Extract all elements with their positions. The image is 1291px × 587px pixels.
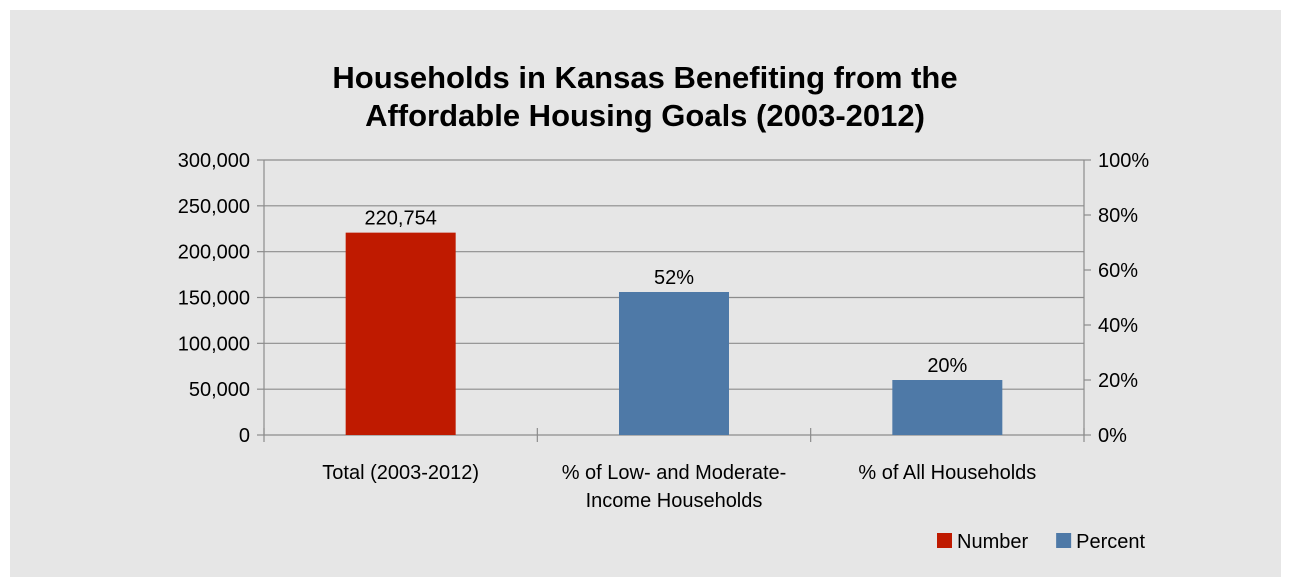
right-tick-label: 80% (1098, 205, 1138, 227)
legend-label: Percent (1076, 531, 1145, 553)
legend-label: Number (957, 531, 1028, 553)
bar-percent (619, 292, 729, 435)
left-tick-label: 250,000 (178, 196, 250, 218)
left-tick-label: 150,000 (178, 288, 250, 310)
left-tick-label: 50,000 (189, 379, 250, 401)
data-label: 52% (654, 267, 694, 289)
chart-title-line: Households in Kansas Benefiting from the (332, 60, 957, 95)
right-tick-label: 40% (1098, 315, 1138, 337)
x-category-label: % of All Households (858, 462, 1036, 484)
chart-title-line: Affordable Housing Goals (2003-2012) (365, 98, 925, 133)
x-category-label: Income Households (586, 490, 763, 512)
left-tick-label: 200,000 (178, 242, 250, 264)
right-tick-label: 100% (1098, 150, 1149, 172)
bar-chart: Households in Kansas Benefiting from the… (178, 60, 1150, 553)
left-tick-label: 100,000 (178, 333, 250, 355)
legend-swatch (1056, 533, 1072, 548)
right-tick-label: 20% (1098, 370, 1138, 392)
legend-swatch (937, 533, 952, 548)
right-tick-label: 60% (1098, 260, 1138, 282)
x-category-label: % of Low- and Moderate- (562, 462, 787, 484)
bar-number (345, 232, 456, 435)
right-tick-label: 0% (1098, 425, 1127, 447)
x-category-label: Total (2003-2012) (322, 462, 479, 484)
left-tick-label: 300,000 (178, 150, 250, 172)
data-label: 20% (927, 355, 967, 377)
left-tick-label: 0 (239, 425, 250, 447)
chart-panel: Households in Kansas Benefiting from the… (10, 10, 1281, 577)
bar-percent (892, 380, 1003, 435)
data-label: 220,754 (365, 208, 437, 230)
